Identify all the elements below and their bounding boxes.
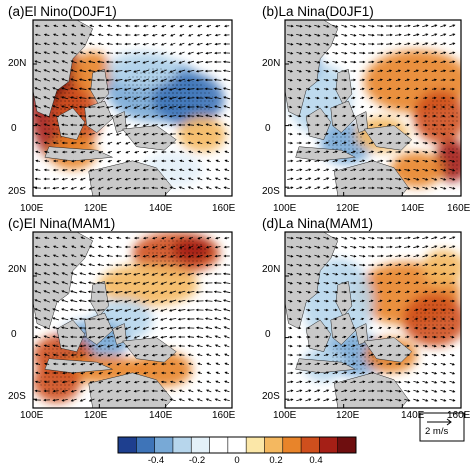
panel-c-map — [32, 231, 233, 409]
panel-b-map — [284, 19, 462, 197]
reference-vector-label: 2 m/s — [425, 426, 449, 437]
lat-tick-20n-c: 20N — [8, 264, 27, 275]
lat-tick-0-a: 0 — [11, 123, 17, 134]
colorbar-segment-9 — [282, 437, 302, 453]
colorbar-label-0: 0 — [234, 455, 240, 466]
colorbar-segment-5 — [209, 437, 229, 453]
panel-b-title: (b)La Nina(D0JF1) — [262, 4, 374, 19]
colorbar-label-neg04: -0.4 — [147, 455, 165, 466]
colorbar-segment-6 — [227, 437, 247, 453]
colorbar-label-02: 0.2 — [269, 455, 283, 466]
lat-tick-20s-c: 20S — [8, 391, 26, 402]
lat-tick-20n-d: 20N — [262, 264, 281, 275]
lon-tick-120e-d: 120E — [336, 410, 360, 421]
lon-tick-160e-a: 160E — [212, 203, 236, 214]
lon-tick-160e-d: 160E — [447, 410, 471, 421]
panel-d-map — [284, 231, 462, 409]
panel-a-title: (a)El Nino(D0JF1) — [8, 4, 117, 19]
reference-vector — [419, 412, 465, 442]
lon-tick-100e-d: 100E — [273, 410, 297, 421]
colorbar-label-04: 0.4 — [309, 455, 323, 466]
lon-tick-140e-a: 140E — [149, 203, 173, 214]
colorbar-segment-10 — [301, 437, 320, 453]
lat-tick-0-d: 0 — [265, 329, 271, 340]
colorbar-segment-2 — [154, 437, 174, 453]
colorbar-segment-3 — [172, 437, 192, 453]
colorbar-segment-11 — [319, 437, 338, 453]
lon-tick-140e-d: 140E — [401, 410, 425, 421]
panel-d-title: (d)La Nina(MAM1) — [262, 216, 374, 231]
colorbar-segment-7 — [246, 437, 265, 453]
lon-tick-120e-c: 120E — [84, 410, 108, 421]
colorbar-label-neg02: -0.2 — [188, 455, 206, 466]
lon-tick-160e-b: 160E — [447, 203, 471, 214]
lat-tick-0-c: 0 — [11, 329, 17, 340]
lon-tick-140e-c: 140E — [149, 410, 173, 421]
colorbar-segment-8 — [264, 437, 284, 453]
lon-tick-140e-b: 140E — [401, 203, 425, 214]
lon-tick-120e-a: 120E — [84, 203, 108, 214]
lon-tick-120e-b: 120E — [336, 203, 360, 214]
colorbar-segment-12 — [337, 437, 357, 453]
lat-tick-20s-a: 20S — [8, 186, 26, 197]
lat-tick-20n-a: 20N — [8, 58, 27, 69]
panel-a-map — [32, 19, 233, 197]
colorbar-segment-1 — [136, 437, 155, 453]
lon-tick-100e-b: 100E — [273, 203, 297, 214]
colorbar-segment-0 — [118, 437, 137, 453]
lat-tick-0-b: 0 — [265, 123, 271, 134]
lat-tick-20s-d: 20S — [262, 391, 280, 402]
colorbar — [117, 436, 357, 454]
panel-c-title: (c)El Nina(MAM1) — [8, 216, 116, 231]
lat-tick-20s-b: 20S — [262, 186, 280, 197]
lon-tick-100e-c: 100E — [20, 410, 44, 421]
lat-tick-20n-b: 20N — [262, 58, 281, 69]
lon-tick-160e-c: 160E — [212, 410, 236, 421]
colorbar-segment-4 — [191, 437, 210, 453]
lon-tick-100e-a: 100E — [20, 203, 44, 214]
